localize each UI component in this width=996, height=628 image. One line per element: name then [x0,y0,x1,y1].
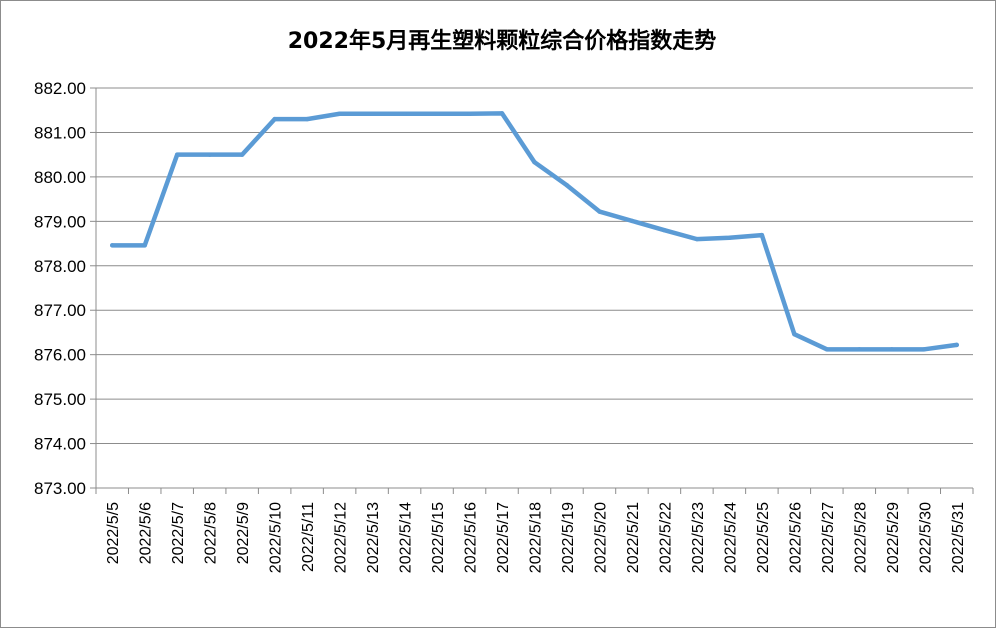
data-point [239,152,245,157]
data-point [857,347,862,352]
data-point [272,116,277,122]
data-point [727,235,732,240]
data-point [175,152,180,157]
x-tick-label: 2022/5/27 [820,502,837,573]
y-tick-label: 874.00 [34,435,86,454]
x-tick-label: 2022/5/31 [950,502,967,573]
y-tick-label: 881.00 [34,123,86,142]
data-point [402,111,407,116]
data-point [954,342,959,348]
data-point [792,332,797,337]
y-tick-label: 875.00 [34,390,86,409]
x-tick-label: 2022/5/6 [138,502,155,564]
series [109,111,960,352]
x-tick-label: 2022/5/22 [657,502,674,573]
x-tick-label: 2022/5/23 [690,502,707,573]
x-tick-label: 2022/5/7 [170,502,187,564]
x-tick-label: 2022/5/11 [300,502,317,572]
y-tick-label: 876.00 [34,346,86,365]
y-tick-label: 882.00 [34,79,86,98]
data-point [629,218,635,224]
data-point [532,160,537,165]
data-point [110,243,115,248]
x-tick-label: 2022/5/25 [755,502,772,573]
data-point [759,232,765,238]
data-point [434,111,440,116]
y-tick-label: 879.00 [34,212,86,231]
x-tick-label: 2022/5/30 [917,502,934,573]
axes [90,87,974,494]
x-tick-label: 2022/5/10 [268,502,285,573]
x-tick-label: 2022/5/15 [430,502,447,573]
data-point [337,111,342,116]
data-point [564,183,570,188]
x-tick-label: 2022/5/21 [625,502,642,573]
data-point [499,111,505,116]
data-point [922,347,927,352]
data-point [694,236,700,242]
data-point [597,209,602,214]
x-tick-label: 2022/5/9 [235,502,252,564]
x-tick-label: 2022/5/16 [463,502,480,573]
x-tick-label: 2022/5/12 [333,502,350,573]
data-point [369,111,375,116]
data-point [889,347,894,352]
x-tick-label: 2022/5/26 [787,502,804,573]
x-tick-label: 2022/5/17 [495,502,512,573]
y-tick-label: 880.00 [34,168,86,187]
x-tick-label: 2022/5/8 [203,502,220,564]
data-point [662,228,667,233]
x-tick-label: 2022/5/18 [528,502,545,573]
x-axis-ticks: 2022/5/5 2022/5/6 2022/5/7 2022/5/8 2022/5/9… [105,502,967,573]
data-point [142,243,147,248]
x-tick-label: 2022/5/5 [105,502,122,564]
x-tick-label: 2022/5/14 [398,502,415,573]
y-axis-ticks: 873.00 874.00 875.00 876.00 877.00 878.00 879.… [34,79,86,498]
y-tick-label: 873.00 [34,479,86,498]
data-point [304,116,310,122]
data-point [467,111,472,116]
x-tick-label: 2022/5/20 [592,502,609,573]
x-tick-label: 2022/5/28 [852,502,869,573]
x-tick-label: 2022/5/13 [365,502,382,573]
y-tick-label: 878.00 [34,257,86,276]
data-point [824,347,830,352]
x-tick-label: 2022/5/24 [722,502,739,573]
x-tick-label: 2022/5/29 [885,502,902,573]
chart-title: 2022年5月再生塑料颗粒综合价格指数走势 [288,28,717,54]
x-tick-label: 2022/5/19 [560,502,577,573]
data-point [207,152,212,157]
y-tick-label: 877.00 [34,301,86,320]
gridlines [96,87,973,445]
